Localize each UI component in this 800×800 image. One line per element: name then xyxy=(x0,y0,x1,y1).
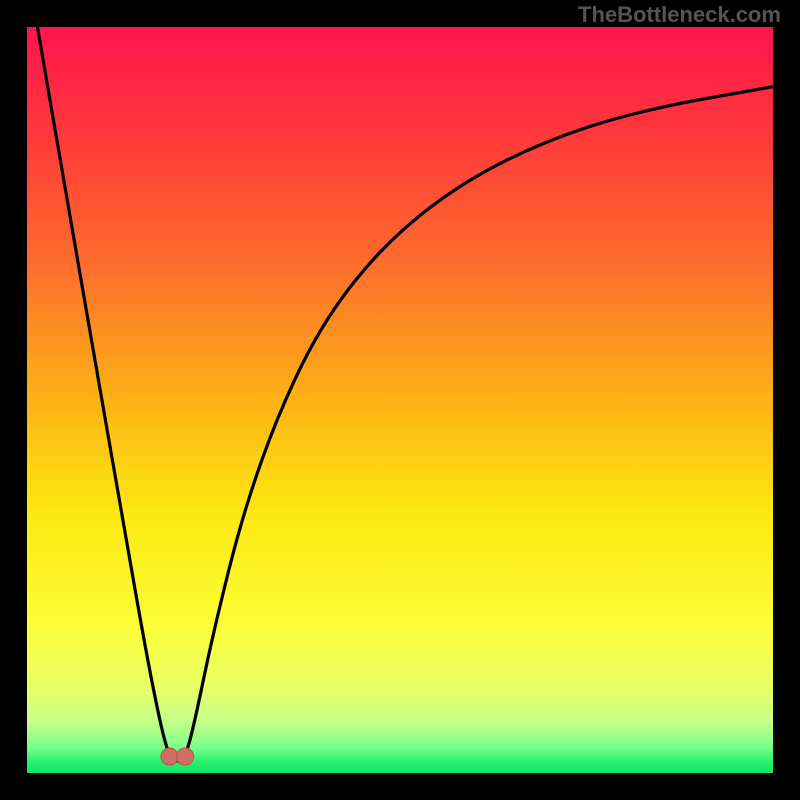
chart-root: TheBottleneck.com xyxy=(0,0,800,800)
watermark-text: TheBottleneck.com xyxy=(578,2,781,28)
optimal-point-marker xyxy=(177,748,194,765)
chart-svg xyxy=(0,0,800,800)
optimal-point-marker xyxy=(161,748,178,765)
gradient-background xyxy=(27,27,773,773)
